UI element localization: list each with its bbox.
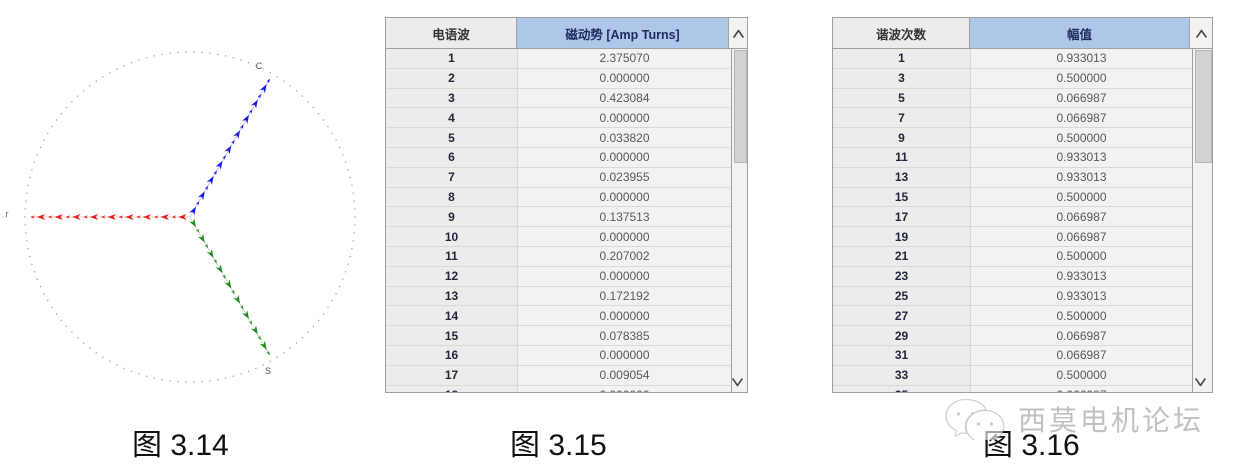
svg-text:r: r — [6, 209, 9, 219]
svg-text:S: S — [265, 366, 271, 376]
svg-text:C: C — [256, 61, 263, 71]
